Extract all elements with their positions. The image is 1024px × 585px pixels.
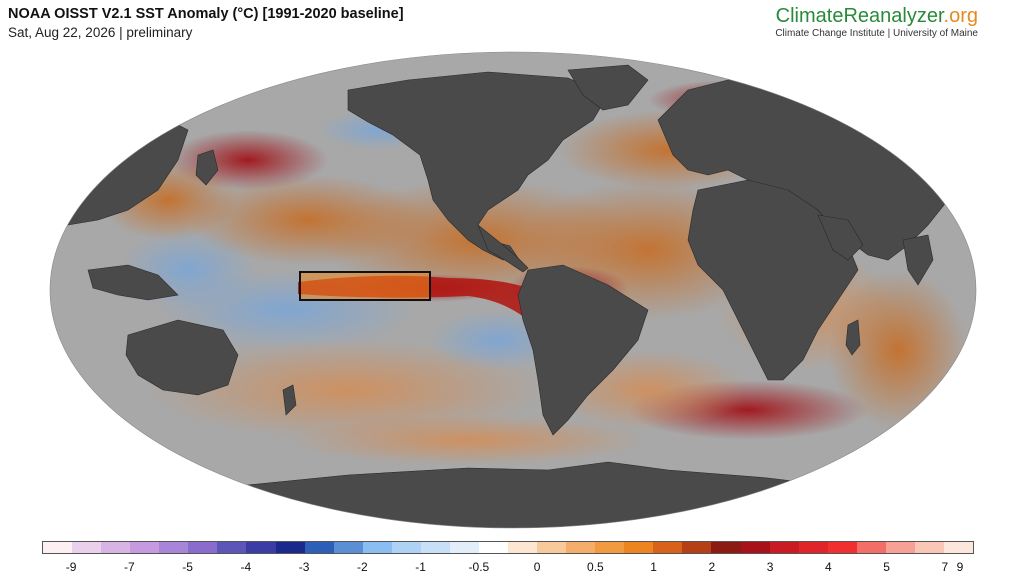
madagascar: [845, 319, 861, 356]
colorbar-segment: [275, 542, 305, 553]
colorbar-tick-label: 1: [650, 560, 657, 574]
world-map: [49, 51, 977, 529]
colorbar-segment: [769, 542, 799, 553]
colorbar-tick-label: 9: [956, 560, 964, 574]
colorbar-segment: [101, 542, 131, 553]
central-america: [477, 224, 529, 273]
colorbar-tick-label: -4: [240, 560, 252, 574]
date-subtitle: Sat, Aug 22, 2026 | preliminary: [8, 25, 193, 40]
colorbar-tick-label: 2: [708, 560, 716, 574]
colorbar-segment: [885, 542, 915, 553]
colorbar-segment: [72, 542, 102, 553]
colorbar-tick-label: -9: [65, 560, 77, 574]
colorbar-segment: [508, 542, 538, 553]
antarctica: [50, 461, 976, 528]
colorbar-segment: [624, 542, 654, 553]
japan: [195, 149, 219, 186]
colorbar-segment: [537, 542, 567, 553]
colorbar-tick-label: 5: [883, 560, 890, 574]
arabia: [817, 214, 864, 261]
brand-logo[interactable]: ClimateReanalyzer.org Climate Change Ins…: [775, 5, 978, 39]
colorbar-tick-label: 4: [825, 560, 832, 574]
colorbar-segment: [914, 542, 944, 553]
colorbar-segment: [682, 542, 712, 553]
africa: [687, 179, 859, 381]
colorbar-ticks: -9 -7 -5 -4 -3 -2 -1 -0.5 0 0.5 1 2 3 4 5 7 9: [42, 560, 974, 576]
sst-anomaly-map: [48, 50, 978, 530]
colorbar-segment: [827, 542, 857, 553]
colorbar-tick-label: -5: [182, 560, 193, 574]
colorbar-tick-label: -1: [415, 560, 426, 574]
colorbar-segment: [653, 542, 683, 553]
colorbar-segment: [362, 542, 392, 553]
colorbar-segment: [856, 542, 886, 553]
nino34-box: [299, 271, 431, 301]
colorbar-tick-label: 0: [533, 560, 541, 574]
colorbar-tick-label: -7: [124, 560, 135, 574]
maritime-continent: [87, 264, 179, 301]
colorbar-segment: [478, 542, 508, 553]
south-america: [517, 264, 649, 436]
colorbar-tick-label: 7: [941, 560, 949, 574]
globe-outline: [49, 51, 977, 529]
colorbar-segment: [943, 542, 973, 553]
india: [902, 234, 934, 286]
colorbar-segment: [711, 542, 741, 553]
colorbar-segment: [304, 542, 334, 553]
colorbar-segment: [159, 542, 189, 553]
colorbar-tick-label: 3: [766, 560, 774, 574]
new-zealand: [282, 384, 297, 416]
page-title: NOAA OISST V2.1 SST Anomaly (°C) [1991-2…: [8, 6, 404, 22]
colorbar-segment: [391, 542, 421, 553]
colorbar-segment: [43, 542, 73, 553]
australia: [125, 319, 239, 396]
colorbar-tick-label: -3: [298, 560, 310, 574]
colorbar-segment: [217, 542, 247, 553]
colorbar-segment: [246, 542, 276, 553]
colorbar: [42, 541, 974, 554]
greenland: [567, 64, 649, 111]
colorbar-segment: [333, 542, 363, 553]
colorbar-tick-label: -2: [357, 560, 368, 574]
colorbar-segment: [798, 542, 828, 553]
colorbar-segment: [595, 542, 625, 553]
colorbar-segment: [449, 542, 479, 553]
colorbar-tick-label: -0.5: [468, 560, 490, 574]
brand-subtitle: Climate Change Institute | University of…: [775, 28, 978, 39]
colorbar-segment: [740, 542, 770, 553]
colorbar-segment: [130, 542, 160, 553]
brand-name: ClimateReanalyzer.org: [775, 5, 978, 27]
colorbar-segment: [420, 542, 450, 553]
colorbar-segment: [566, 542, 596, 553]
colorbar-segment: [188, 542, 218, 553]
colorbar-tick-label: 0.5: [587, 560, 604, 574]
